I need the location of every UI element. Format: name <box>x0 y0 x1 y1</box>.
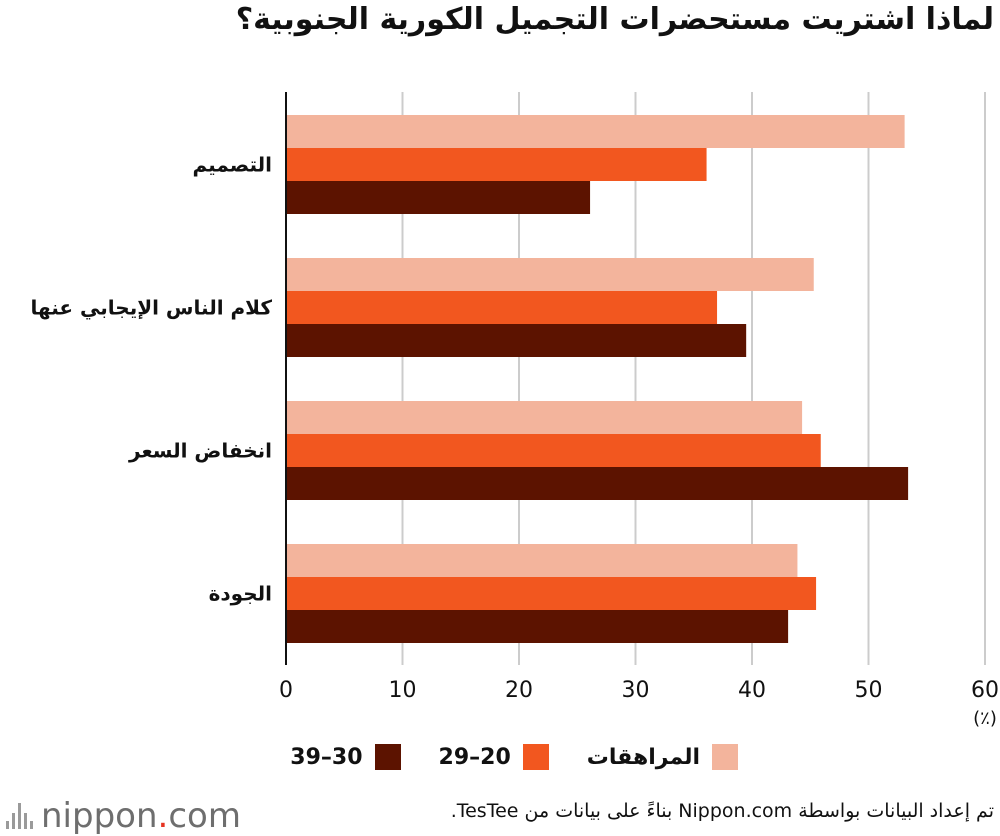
bar-2-series-1 <box>286 434 821 467</box>
bar-3-series-0 <box>286 544 798 577</box>
bar-1-series-1 <box>286 291 718 324</box>
logo-text-main: nippon <box>41 796 158 836</box>
bar-0-series-2 <box>286 181 591 214</box>
legend-swatch-teens <box>712 744 738 770</box>
x-tick-label-40: 40 <box>738 678 766 703</box>
category-label-2: انخفاض السعر <box>128 439 272 463</box>
category-label-0: التصميم <box>193 153 273 177</box>
bar-2-series-0 <box>286 401 803 434</box>
nippon-logo: nippon. com <box>6 796 241 836</box>
legend-item-20s: 20–29 <box>439 744 549 770</box>
x-tick-label-0: 0 <box>279 678 293 703</box>
legend-swatch-20s <box>522 744 549 770</box>
category-label-1: كلام الناس الإيجابي عنها <box>31 296 273 321</box>
bar-chart: التصميم كلام الناس الإيجابي عنها انخفاض ال… <box>31 92 999 729</box>
legend-item-30s: 30–39 <box>290 744 401 770</box>
bar-1-series-2 <box>286 324 747 357</box>
x-tick-label-10: 10 <box>389 678 417 703</box>
legend-label-teens: المراهقات <box>586 744 700 770</box>
x-unit-label: (٪) <box>973 708 997 729</box>
bar-1-series-0 <box>286 258 814 291</box>
legend-label-30s: 30–39 <box>290 744 363 770</box>
bar-0-series-0 <box>286 115 905 148</box>
x-tick-label-60: 60 <box>971 678 999 703</box>
legend-label-20s: 20–29 <box>438 744 511 770</box>
legend: المراهقات 20–29 30–39 <box>290 744 738 770</box>
legend-item-teens: المراهقات <box>587 744 738 770</box>
x-tick-label-30: 30 <box>622 678 650 703</box>
bar-3-series-1 <box>286 577 817 610</box>
logo-mark-icon <box>6 803 33 829</box>
x-tick-label-50: 50 <box>855 678 883 703</box>
bar-0-series-1 <box>286 148 707 181</box>
legend-swatch-30s <box>374 744 401 770</box>
category-label-3: الجودة <box>209 582 272 606</box>
logo-text-dot: . <box>157 796 169 836</box>
bar-2-series-2 <box>286 467 909 500</box>
bar-3-series-2 <box>286 610 789 643</box>
x-tick-label-20: 20 <box>505 678 533 703</box>
chart-title: لماذا اشتريت مستحضرات التجميل الكورية ال… <box>235 2 994 37</box>
source-note: تم إعداد البيانات بواسطة Nippon.com بناء… <box>450 800 994 822</box>
logo-text-tld: com <box>168 796 241 836</box>
